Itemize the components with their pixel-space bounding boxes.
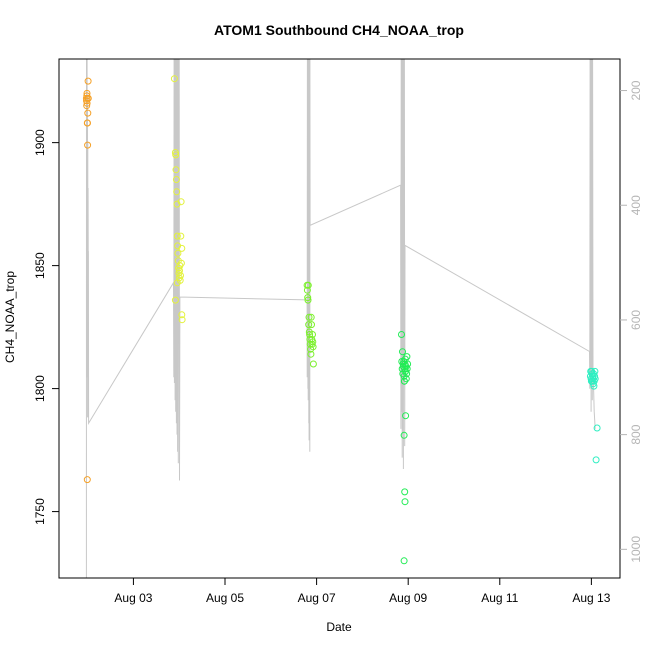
- data-point-flight3: [305, 321, 313, 329]
- x-tick-label: Aug 09: [389, 591, 427, 605]
- data-point-flight2: [178, 311, 186, 319]
- data-point-flight2: [177, 272, 184, 279]
- data-point-flight1: [83, 476, 91, 484]
- x-tick-label: Aug 13: [572, 591, 610, 605]
- data-point-flight5: [593, 424, 601, 432]
- y2-tick-label: 1000: [629, 536, 643, 563]
- data-point-flight1: [83, 99, 91, 107]
- pressure-trace-line: [85, 59, 596, 578]
- data-point-flight2: [174, 249, 182, 257]
- data-point-flight1: [83, 89, 91, 97]
- data-point-flight1: [84, 119, 91, 127]
- axes-layer: Aug 03 Aug 05 Aug 07 Aug 09 Aug 11 Aug 13 1750…: [33, 58, 643, 605]
- data-point-flight4: [400, 557, 408, 565]
- data-point-flight2: [177, 198, 185, 206]
- data-point-flight2: [172, 176, 180, 183]
- data-point-flight2: [178, 316, 186, 324]
- y-axis-label: CH4_NOAA_trop: [3, 271, 17, 363]
- y2-tick-label: 800: [629, 424, 643, 444]
- data-point-flight3: [309, 360, 317, 368]
- data-point-flight4: [400, 377, 408, 385]
- data-point-flight1: [83, 102, 91, 110]
- data-point-flight1: [84, 141, 92, 149]
- data-point-flight4: [403, 353, 411, 361]
- x-tick-label: Aug 05: [206, 591, 244, 605]
- data-point-flight3: [309, 338, 317, 346]
- plot-frame: [58, 58, 621, 579]
- data-point-flight3: [307, 350, 315, 358]
- data-point-flight1: [84, 94, 92, 102]
- data-point-flight4: [403, 365, 411, 373]
- data-point-flight4: [402, 412, 410, 420]
- data-point-flight2: [177, 232, 185, 240]
- data-point-flight5: [591, 367, 599, 375]
- pressure-trace-layer: [85, 59, 596, 578]
- y2-tick-label: 200: [629, 80, 643, 100]
- data-point-flight2: [171, 149, 179, 156]
- data-point-flight4: [398, 331, 405, 338]
- data-point-flight3: [303, 286, 311, 294]
- data-point-flight2: [176, 267, 183, 274]
- data-point-flight4: [403, 370, 411, 378]
- data-point-flight2: [173, 279, 181, 287]
- data-point-flight4: [404, 360, 412, 368]
- y-tick-label: 1900: [33, 129, 47, 156]
- data-point-flight4: [400, 431, 408, 439]
- data-point-flight4: [399, 348, 406, 356]
- data-point-flight3: [304, 281, 312, 289]
- data-point-flight3: [309, 343, 317, 351]
- data-point-flight1: [84, 77, 92, 85]
- data-point-flight3: [304, 296, 312, 304]
- data-point-flight2: [178, 244, 186, 252]
- x-axis-label: Date: [326, 620, 352, 634]
- data-point-flight2: [172, 166, 180, 174]
- data-point-flight3: [307, 313, 315, 321]
- data-point-flight3: [308, 321, 315, 329]
- data-point-flight2: [171, 296, 179, 304]
- x-tick-label: Aug 07: [298, 591, 336, 605]
- data-point-flight5: [590, 382, 598, 390]
- y2-tick-label: 600: [629, 310, 643, 330]
- chart-title: ATOM1 Southbound CH4_NOAA_trop: [214, 22, 464, 38]
- data-point-flight4: [401, 488, 409, 496]
- y-tick-label: 1800: [33, 375, 47, 402]
- data-point-flight5: [591, 375, 599, 383]
- data-point-flight5: [592, 456, 600, 464]
- data-point-flight3: [304, 294, 312, 302]
- y-tick-label: 1850: [33, 252, 47, 279]
- data-point-flight2: [173, 188, 181, 196]
- x-tick-label: Aug 11: [481, 591, 518, 605]
- data-point-flight1: [84, 109, 92, 117]
- data-point-flight3: [305, 313, 313, 321]
- y2-tick-label: 400: [629, 195, 643, 215]
- points-layer: [82, 75, 601, 565]
- data-point-flight2: [170, 75, 178, 83]
- x-tick-label: Aug 03: [114, 591, 152, 605]
- data-point-flight2: [177, 259, 185, 267]
- data-point-flight3: [309, 331, 316, 338]
- data-point-flight2: [173, 232, 181, 240]
- data-point-flight2: [172, 151, 180, 159]
- y-tick-label: 1750: [33, 498, 47, 525]
- data-point-flight4: [401, 498, 409, 506]
